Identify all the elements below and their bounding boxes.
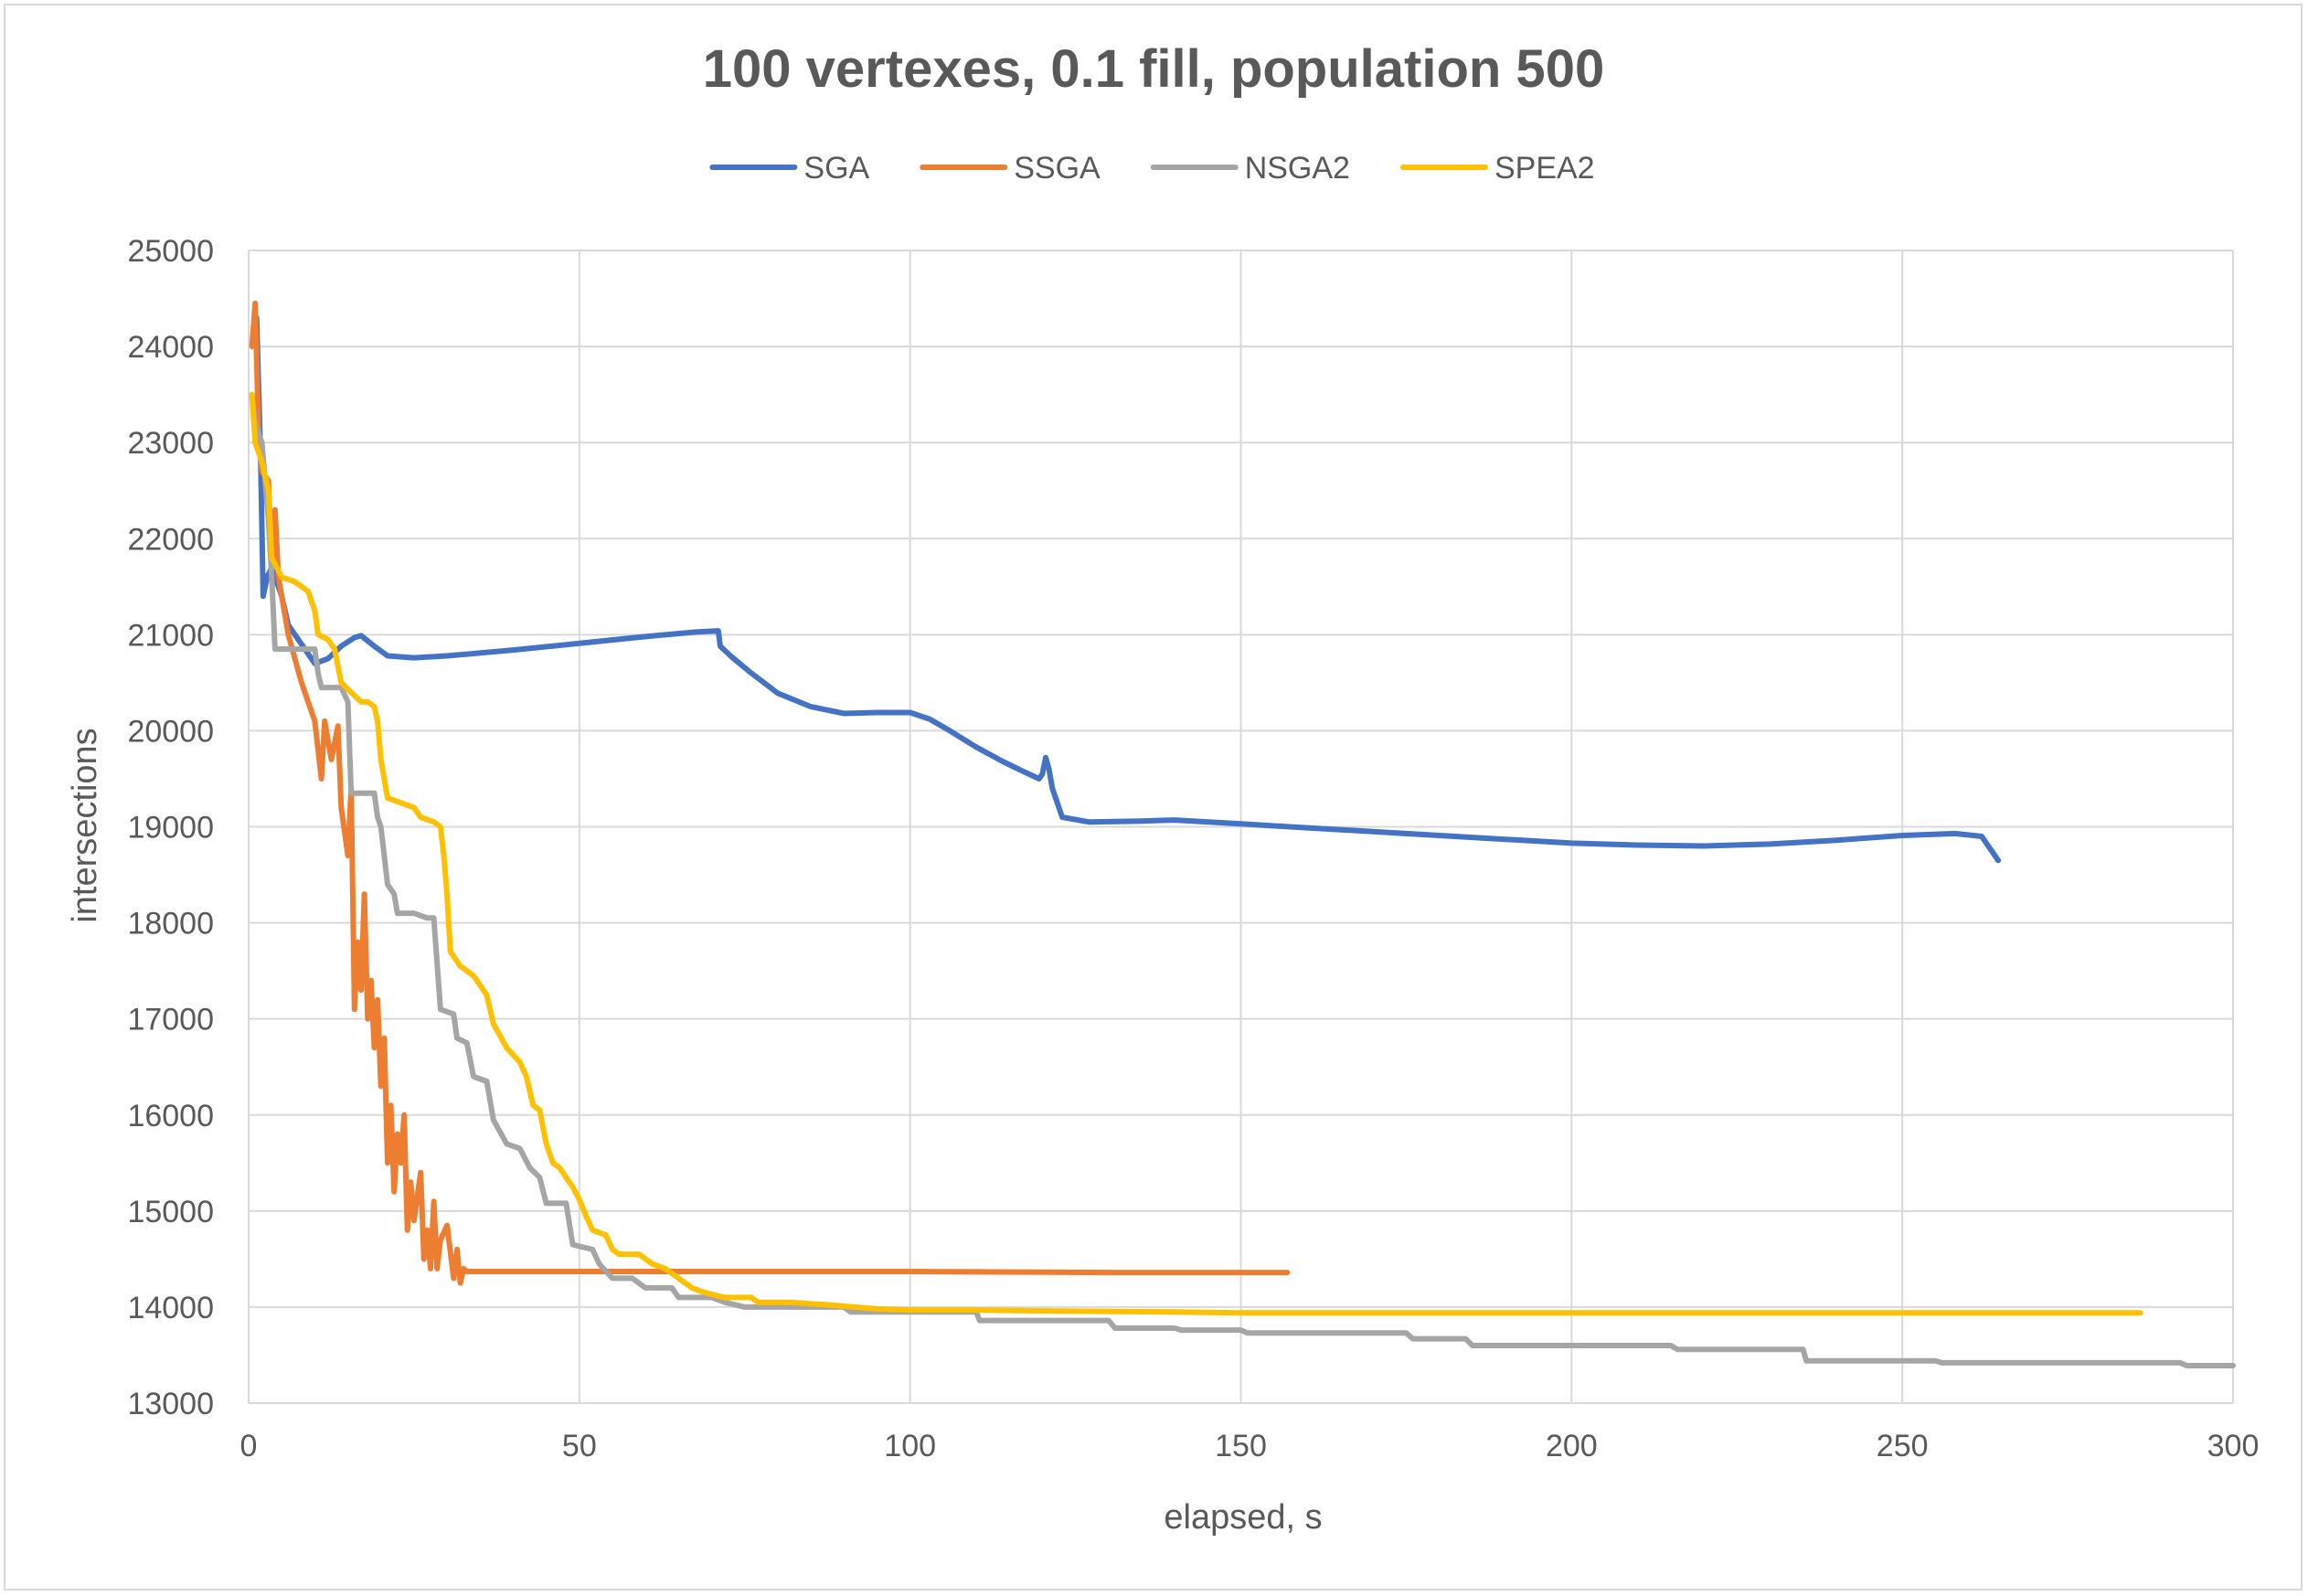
legend-item-sga: SGA (709, 151, 870, 186)
y-tick-label: 15000 (127, 1195, 214, 1229)
x-tick-label: 0 (240, 1429, 258, 1463)
y-tick-label: 18000 (127, 907, 214, 942)
legend-label: SGA (803, 151, 869, 186)
y-tick-label: 22000 (127, 522, 214, 557)
y-tick-label: 21000 (127, 618, 214, 653)
x-tick-label: 150 (1215, 1429, 1267, 1463)
legend-item-nsga2: NSGA2 (1150, 151, 1350, 186)
series-line-ssga (249, 300, 1291, 1286)
series-line-nsga2 (249, 391, 2236, 1368)
y-tick-label: 24000 (127, 330, 214, 365)
x-tick-label: 100 (884, 1429, 936, 1463)
x-tick-label: 50 (562, 1429, 597, 1463)
legend-label: SPEA2 (1494, 151, 1595, 186)
y-tick-label: 16000 (127, 1099, 214, 1133)
legend: SGA SSGA NSGA2 SPEA2 (709, 151, 1595, 186)
x-axis-tick-labels: 0 50 100 150 200 250 300 (240, 1429, 2260, 1463)
y-tick-label: 19000 (127, 811, 214, 846)
x-tick-label: 300 (2207, 1429, 2260, 1463)
chart-title: 100 vertexes, 0.1 fill, population 500 (703, 39, 1604, 99)
series-line-sga (253, 314, 2002, 864)
x-tick-label: 250 (1877, 1429, 1929, 1463)
y-tick-label: 13000 (127, 1387, 214, 1421)
y-tick-label: 17000 (127, 1003, 214, 1037)
legend-item-ssga: SSGA (920, 151, 1101, 186)
x-tick-label: 200 (1546, 1429, 1598, 1463)
y-tick-label: 20000 (127, 714, 214, 749)
legend-label: NSGA2 (1245, 151, 1350, 186)
y-tick-label: 25000 (127, 234, 214, 269)
x-axis-title: elapsed, s (1164, 1498, 1322, 1537)
series-line-spea2 (249, 391, 2143, 1316)
legend-label: SSGA (1014, 151, 1101, 186)
y-tick-label: 14000 (127, 1291, 214, 1325)
vertical-gridlines (248, 250, 2234, 1403)
y-axis-tick-labels: 13000 14000 15000 16000 17000 18000 19000 20000… (127, 234, 214, 1421)
y-axis-title: intersections (66, 728, 104, 922)
y-tick-label: 23000 (127, 426, 214, 461)
series-lines (249, 300, 2236, 1368)
legend-item-spea2: SPEA2 (1399, 151, 1595, 186)
